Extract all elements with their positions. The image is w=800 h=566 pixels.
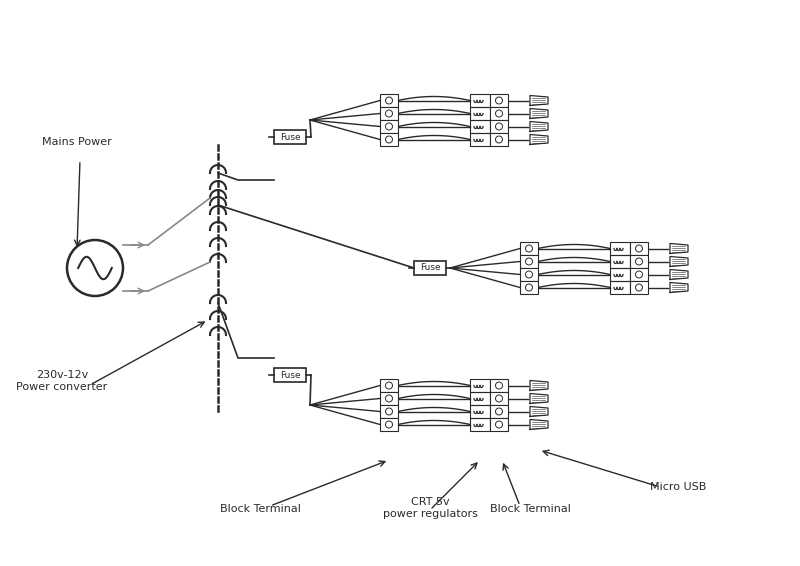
FancyBboxPatch shape xyxy=(630,242,648,255)
FancyBboxPatch shape xyxy=(630,268,648,281)
Polygon shape xyxy=(530,406,548,417)
FancyBboxPatch shape xyxy=(520,281,538,294)
FancyBboxPatch shape xyxy=(630,255,648,268)
Text: CRT 5v
power regulators: CRT 5v power regulators xyxy=(382,498,478,519)
Text: Fuse: Fuse xyxy=(420,264,440,272)
FancyBboxPatch shape xyxy=(274,368,306,382)
FancyBboxPatch shape xyxy=(380,107,398,120)
Text: 230v-12v
Power converter: 230v-12v Power converter xyxy=(16,370,108,392)
Text: Fuse: Fuse xyxy=(280,132,300,142)
FancyBboxPatch shape xyxy=(414,261,446,275)
Text: Block Terminal: Block Terminal xyxy=(219,504,301,514)
FancyBboxPatch shape xyxy=(490,418,508,431)
Polygon shape xyxy=(530,122,548,131)
Polygon shape xyxy=(670,282,688,293)
FancyBboxPatch shape xyxy=(380,133,398,146)
Polygon shape xyxy=(530,419,548,430)
FancyBboxPatch shape xyxy=(490,120,508,133)
FancyBboxPatch shape xyxy=(520,268,538,281)
FancyBboxPatch shape xyxy=(490,94,508,107)
FancyBboxPatch shape xyxy=(274,130,306,144)
Polygon shape xyxy=(530,135,548,144)
Polygon shape xyxy=(530,380,548,391)
Polygon shape xyxy=(670,256,688,267)
FancyBboxPatch shape xyxy=(380,120,398,133)
Polygon shape xyxy=(530,109,548,118)
Polygon shape xyxy=(670,243,688,254)
Text: Block Terminal: Block Terminal xyxy=(490,504,570,514)
FancyBboxPatch shape xyxy=(380,418,398,431)
FancyBboxPatch shape xyxy=(490,405,508,418)
FancyBboxPatch shape xyxy=(380,379,398,392)
FancyBboxPatch shape xyxy=(490,379,508,392)
Text: Fuse: Fuse xyxy=(280,371,300,379)
FancyBboxPatch shape xyxy=(520,242,538,255)
FancyBboxPatch shape xyxy=(380,94,398,107)
FancyBboxPatch shape xyxy=(490,133,508,146)
FancyBboxPatch shape xyxy=(490,392,508,405)
Text: Mains Power: Mains Power xyxy=(42,137,112,147)
FancyBboxPatch shape xyxy=(520,255,538,268)
Text: Micro USB: Micro USB xyxy=(650,482,706,492)
Polygon shape xyxy=(530,393,548,404)
Polygon shape xyxy=(530,96,548,105)
FancyBboxPatch shape xyxy=(490,107,508,120)
FancyBboxPatch shape xyxy=(380,405,398,418)
FancyBboxPatch shape xyxy=(380,392,398,405)
Polygon shape xyxy=(670,269,688,280)
FancyBboxPatch shape xyxy=(630,281,648,294)
